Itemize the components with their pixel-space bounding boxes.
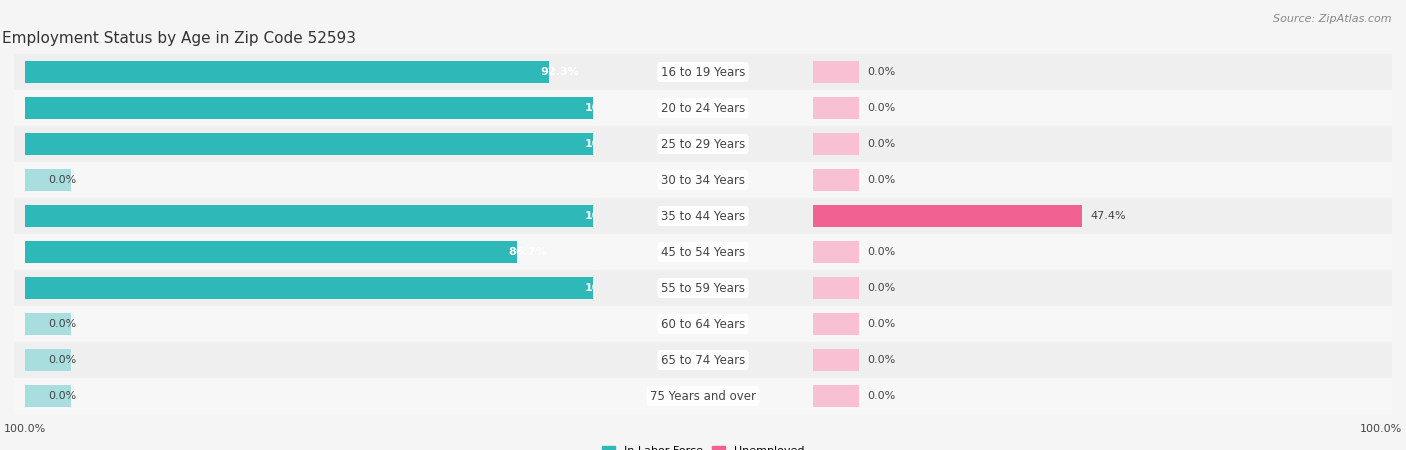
Bar	[25, 169, 70, 191]
Bar	[813, 126, 1392, 162]
Bar	[813, 385, 859, 407]
Text: 25 to 29 Years: 25 to 29 Years	[661, 138, 745, 150]
Text: 20 to 24 Years: 20 to 24 Years	[661, 102, 745, 114]
Bar	[25, 61, 550, 83]
Text: 0.0%: 0.0%	[48, 175, 76, 185]
Bar	[593, 54, 813, 90]
Bar	[25, 349, 70, 371]
Bar	[813, 90, 1392, 126]
Bar	[813, 241, 859, 263]
Bar	[14, 90, 593, 126]
Bar	[25, 277, 70, 299]
Bar	[25, 241, 70, 263]
Bar	[593, 162, 813, 198]
Legend: In Labor Force, Unemployed: In Labor Force, Unemployed	[598, 441, 808, 450]
Text: Source: ZipAtlas.com: Source: ZipAtlas.com	[1274, 14, 1392, 23]
Text: 0.0%: 0.0%	[868, 139, 896, 149]
Text: 0.0%: 0.0%	[868, 283, 896, 293]
Text: 100.0%: 100.0%	[585, 211, 630, 221]
Bar	[813, 234, 1392, 270]
Text: 0.0%: 0.0%	[868, 67, 896, 77]
Bar	[14, 162, 593, 198]
Text: 35 to 44 Years: 35 to 44 Years	[661, 210, 745, 222]
Bar	[813, 169, 859, 191]
Bar	[813, 205, 859, 227]
Bar	[813, 162, 1392, 198]
Bar	[813, 198, 1392, 234]
Bar	[593, 342, 813, 378]
Bar	[813, 349, 859, 371]
Bar	[813, 205, 1083, 227]
Bar	[593, 378, 813, 414]
Bar	[14, 198, 593, 234]
Text: 0.0%: 0.0%	[868, 391, 896, 401]
Bar	[25, 97, 593, 119]
Text: 65 to 74 Years: 65 to 74 Years	[661, 354, 745, 366]
Bar	[25, 313, 70, 335]
Bar	[593, 306, 813, 342]
Text: 0.0%: 0.0%	[868, 103, 896, 113]
Text: 0.0%: 0.0%	[868, 355, 896, 365]
Text: 0.0%: 0.0%	[868, 319, 896, 329]
Bar	[593, 234, 813, 270]
Text: 0.0%: 0.0%	[868, 175, 896, 185]
Bar	[813, 306, 1392, 342]
Bar	[813, 54, 1392, 90]
Bar	[813, 342, 1392, 378]
Text: 0.0%: 0.0%	[48, 355, 76, 365]
Bar	[593, 270, 813, 306]
Text: 30 to 34 Years: 30 to 34 Years	[661, 174, 745, 186]
Bar	[25, 205, 593, 227]
Bar	[813, 61, 859, 83]
Bar	[14, 306, 593, 342]
Bar	[14, 270, 593, 306]
Text: 47.4%: 47.4%	[1091, 211, 1126, 221]
Bar	[813, 277, 859, 299]
Bar	[25, 205, 70, 227]
Text: 45 to 54 Years: 45 to 54 Years	[661, 246, 745, 258]
Text: 55 to 59 Years: 55 to 59 Years	[661, 282, 745, 294]
Bar	[813, 270, 1392, 306]
Text: 92.3%: 92.3%	[540, 67, 579, 77]
Bar	[25, 385, 70, 407]
Text: Employment Status by Age in Zip Code 52593: Employment Status by Age in Zip Code 525…	[3, 31, 357, 46]
Text: 0.0%: 0.0%	[48, 319, 76, 329]
Text: 0.0%: 0.0%	[48, 391, 76, 401]
Bar	[14, 54, 593, 90]
Text: 75 Years and over: 75 Years and over	[650, 390, 756, 402]
Bar	[14, 234, 593, 270]
Bar	[25, 97, 70, 119]
Text: 100.0%: 100.0%	[585, 283, 630, 293]
Text: 16 to 19 Years: 16 to 19 Years	[661, 66, 745, 78]
Bar	[14, 342, 593, 378]
Bar	[813, 97, 859, 119]
Bar	[14, 378, 593, 414]
Bar	[593, 198, 813, 234]
Bar	[25, 133, 593, 155]
Bar	[25, 277, 593, 299]
Bar	[813, 378, 1392, 414]
Bar	[25, 241, 517, 263]
Bar	[14, 126, 593, 162]
Bar	[593, 90, 813, 126]
Text: 100.0%: 100.0%	[585, 103, 630, 113]
Text: 0.0%: 0.0%	[868, 247, 896, 257]
Bar	[813, 133, 859, 155]
Text: 100.0%: 100.0%	[585, 139, 630, 149]
Bar	[25, 61, 70, 83]
Text: 60 to 64 Years: 60 to 64 Years	[661, 318, 745, 330]
Bar	[25, 133, 70, 155]
Bar	[813, 313, 859, 335]
Bar	[593, 126, 813, 162]
Text: 86.7%: 86.7%	[509, 247, 547, 257]
